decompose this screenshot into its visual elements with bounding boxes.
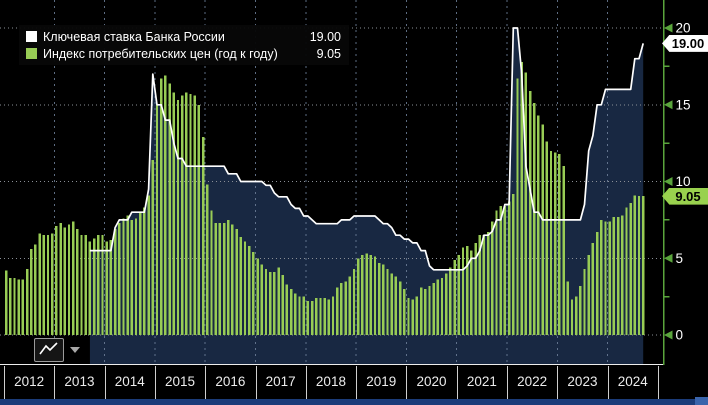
y-axis-tick-label: 5 xyxy=(676,251,684,266)
x-axis-year-label: 2023 xyxy=(567,374,598,389)
x-axis-separator xyxy=(657,366,659,399)
plot-bottom-border xyxy=(0,364,663,365)
x-axis-separator xyxy=(507,366,508,399)
chart-legend: Ключевая ставка Банка России 19.00 Индек… xyxy=(19,25,349,65)
key-rate-swatch xyxy=(26,31,37,42)
x-axis-year-label: 2024 xyxy=(617,374,648,389)
x-axis-year-label: 2017 xyxy=(265,374,296,389)
y-axis-tick-label: 20 xyxy=(676,21,691,36)
x-axis-year-label: 2014 xyxy=(114,374,145,389)
x-axis-separator xyxy=(406,366,408,399)
y-axis-tick-arrow xyxy=(664,177,673,186)
x-axis-year-label: 2012 xyxy=(14,374,45,389)
bottom-right-corner-block xyxy=(695,397,708,405)
x-axis-separator xyxy=(255,366,257,399)
x-axis-year-label: 2020 xyxy=(416,374,447,389)
y-axis-tick-label: 15 xyxy=(676,97,691,112)
chart-type-button[interactable] xyxy=(34,338,64,362)
y-axis-tick-arrow xyxy=(664,253,673,263)
x-axis-year-label: 2015 xyxy=(165,374,196,389)
y-axis-tick-label: 0 xyxy=(676,328,684,343)
legend-label: Индекс потребительских цен (год к году) xyxy=(43,46,278,61)
legend-value: 19.00 xyxy=(309,29,341,44)
x-axis-separator xyxy=(4,366,5,399)
x-axis-separator xyxy=(154,366,156,399)
x-axis-separator xyxy=(104,366,106,399)
y-axis[interactable]: 20 15 10 5 0 xyxy=(662,0,691,365)
x-axis-year-label: 2019 xyxy=(366,374,397,389)
legend-label: Ключевая ставка Банка России xyxy=(43,29,225,44)
legend-value: 9.05 xyxy=(316,46,341,61)
cpi-badge: 9.05 xyxy=(662,187,708,205)
key-rate-badge: 19.00 xyxy=(662,34,708,52)
x-axis-separator xyxy=(456,366,458,399)
y-axis-tick-arrow xyxy=(664,100,673,110)
y-axis-tick-arrow xyxy=(664,330,673,340)
x-axis-separator xyxy=(54,366,56,399)
cpi-bars xyxy=(4,61,645,336)
legend-item-key-rate[interactable]: Ключевая ставка Банка России 19.00 xyxy=(26,28,341,45)
x-axis-separator xyxy=(607,366,609,399)
line-chart-icon xyxy=(39,342,58,355)
x-axis-year-label: 2021 xyxy=(466,374,497,389)
bottom-panel-strip xyxy=(0,399,708,405)
chart-type-dropdown-caret[interactable] xyxy=(70,347,80,353)
x-axis-separator xyxy=(305,366,307,399)
x-axis-year-label: 2022 xyxy=(517,374,548,389)
y-axis-tick-arrow xyxy=(664,23,673,33)
x-axis[interactable]: 2012 2013 2014 2015 2016 2017 2018 2019 2020 2021… xyxy=(0,365,708,399)
key-rate-line xyxy=(89,27,645,271)
x-axis-separator xyxy=(557,366,559,399)
x-axis-separator xyxy=(205,366,207,399)
legend-item-cpi[interactable]: Индекс потребительских цен (год к году) … xyxy=(26,45,341,62)
x-axis-year-label: 2018 xyxy=(315,374,346,389)
x-axis-separator xyxy=(356,366,358,399)
cpi-swatch xyxy=(26,48,37,59)
x-axis-year-label: 2016 xyxy=(215,374,246,389)
x-axis-year-label: 2013 xyxy=(64,374,95,389)
y-axis-tick-label: 10 xyxy=(676,174,691,189)
